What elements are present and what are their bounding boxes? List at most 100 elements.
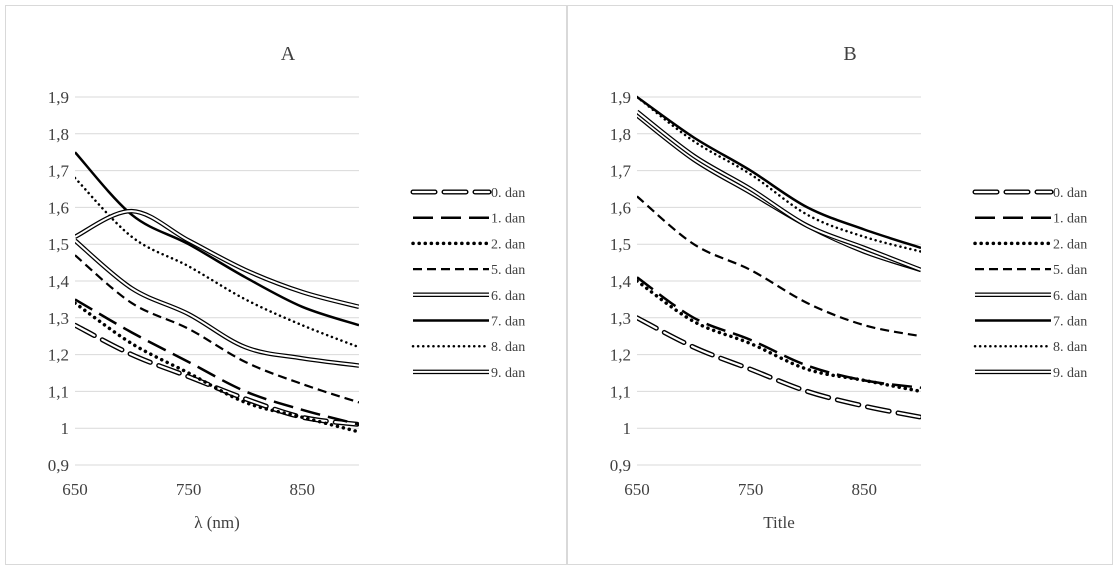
chart-a-series-1-dan <box>75 298 359 426</box>
series-line-inner <box>75 239 359 367</box>
chart-a-y-tick-label: 1,3 <box>48 309 69 328</box>
chart-a-title: A <box>281 43 296 65</box>
chart-a-y-tick-label: 1,2 <box>48 346 69 365</box>
chart-a-series-8-dan <box>75 176 359 349</box>
chart-b-plot-area <box>637 95 921 420</box>
chart-a-series-9-dan <box>75 208 359 309</box>
legend-label: 1. dan <box>1053 212 1087 227</box>
legend-label: 9. dan <box>491 366 525 381</box>
legend-label: 0. dan <box>1053 186 1087 201</box>
series-line-inner <box>637 114 921 271</box>
chart-b-series-0-dan <box>637 315 921 420</box>
chart-b-x-axis-label: Title <box>763 513 795 532</box>
series-line <box>637 276 921 389</box>
chart-b-series-5-dan <box>637 195 921 338</box>
series-line-inner <box>75 210 359 308</box>
chart-a-legend-item: 7. dan <box>413 315 525 330</box>
chart-a-series-2-dan <box>75 301 359 434</box>
chart-a-legend-item: 8. dan <box>411 340 525 355</box>
series-line <box>75 298 359 426</box>
chart-a-legend-item: 6. dan <box>413 289 525 304</box>
chart-b-y-tick-label: 1,7 <box>610 162 632 181</box>
legend-label: 7. dan <box>1053 315 1087 330</box>
legend-label: 8. dan <box>1053 340 1087 355</box>
series-line <box>637 113 921 273</box>
legend-label: 5. dan <box>1053 263 1087 278</box>
legend-label: 7. dan <box>491 315 525 330</box>
chart-b-y-tick-label: 1,6 <box>610 198 631 217</box>
series-line-inner <box>75 324 359 426</box>
chart-b-y-tick-label: 1,9 <box>610 88 631 107</box>
chart-b-legend-item: 0. dan <box>972 186 1087 201</box>
chart-a-y-tick-label: 1,8 <box>48 125 69 144</box>
chart-a-series-7-dan <box>75 151 359 327</box>
legend-label: 9. dan <box>1053 366 1087 381</box>
chart-a-y-tick-label: 1,5 <box>48 235 69 254</box>
legend-label: 1. dan <box>491 212 525 227</box>
chart-a-y-tick-label: 1,1 <box>48 382 69 401</box>
legend-label: 6. dan <box>491 289 525 304</box>
chart-a-y-tick-label: 1,7 <box>48 162 70 181</box>
chart-b-legend-item: 2. dan <box>973 237 1087 252</box>
legend-label: 5. dan <box>491 263 525 278</box>
chart-a-legend-item: 0. dan <box>410 186 525 201</box>
chart-b-x-tick-label: 650 <box>624 480 650 499</box>
chart-b-y-tick-label: 1,1 <box>610 382 631 401</box>
chart-a-plot-area <box>75 151 359 434</box>
series-line <box>637 195 921 338</box>
series-line <box>75 322 359 427</box>
chart-b-title: B <box>843 43 856 65</box>
chart-b: B 0,9 1 1,1 1,2 1,3 1,4 1,5 1,6 1,7 1,8 1,9 650 750 85… <box>610 43 1087 532</box>
series-line-inner <box>637 316 921 419</box>
chart-b-series-8-dan <box>637 95 921 253</box>
chart-a-y-tick-label: 1,4 <box>48 272 70 291</box>
series-line <box>637 95 921 253</box>
chart-a-legend-item: 5. dan <box>413 263 525 278</box>
chart-a-series-0-dan <box>75 322 359 427</box>
chart-a-legend-item: 1. dan <box>413 212 525 227</box>
chart-a-series-5-dan <box>75 254 359 404</box>
chart-a-y-tick-label: 1,6 <box>48 198 69 217</box>
chart-a-y-tick-label: 0,9 <box>48 456 69 475</box>
chart-b-y-tick-label: 1,3 <box>610 309 631 328</box>
chart-a-legend-item: 9. dan <box>413 366 525 381</box>
chart-a: A 0,9 1 1,1 1,2 1,3 1,4 1,5 1,6 1,7 1,8 1,9 650 750 85… <box>48 43 525 532</box>
chart-a-x-axis-label: λ (nm) <box>194 513 240 532</box>
chart-a-x-tick-label: 750 <box>176 480 202 499</box>
series-line <box>75 301 359 434</box>
chart-b-series-9-dan <box>637 109 921 273</box>
chart-b-y-tick-label: 1,5 <box>610 235 631 254</box>
chart-b-series-6-dan <box>637 113 921 273</box>
chart-b-y-tick-label: 1,2 <box>610 346 631 365</box>
chart-a-y-tick-label: 1,9 <box>48 88 69 107</box>
chart-b-x-tick-label: 850 <box>851 480 877 499</box>
legend-label: 2. dan <box>1053 237 1087 252</box>
legend-label: 2. dan <box>491 237 525 252</box>
chart-a-legend-item: 2. dan <box>411 237 525 252</box>
chart-b-y-tick-label: 1,4 <box>610 272 632 291</box>
chart-a-x-tick-label: 850 <box>289 480 315 499</box>
series-line <box>75 176 359 349</box>
chart-b-y-tick-label: 0,9 <box>610 456 631 475</box>
chart-b-legend-item: 1. dan <box>975 212 1087 227</box>
chart-b-y-tick-label: 1 <box>623 419 632 438</box>
series-line <box>75 254 359 404</box>
chart-a-series-6-dan <box>75 238 359 368</box>
chart-b-y-tick-label: 1,8 <box>610 125 631 144</box>
chart-b-series-1-dan <box>637 276 921 389</box>
series-line-inner <box>637 110 921 271</box>
chart-b-legend-item: 7. dan <box>975 315 1087 330</box>
series-line <box>637 315 921 420</box>
chart-b-series-7-dan <box>637 95 921 250</box>
series-line <box>637 95 921 250</box>
chart-b-legend-item: 9. dan <box>975 366 1087 381</box>
chart-b-legend-item: 8. dan <box>973 340 1087 355</box>
legend-label: 0. dan <box>491 186 525 201</box>
chart-b-legend-item: 6. dan <box>975 289 1087 304</box>
chart-a-x-tick-label: 650 <box>62 480 88 499</box>
chart-a-y-tick-label: 1 <box>61 419 70 438</box>
legend-label: 6. dan <box>1053 289 1087 304</box>
series-line <box>637 279 921 394</box>
series-line <box>75 151 359 327</box>
